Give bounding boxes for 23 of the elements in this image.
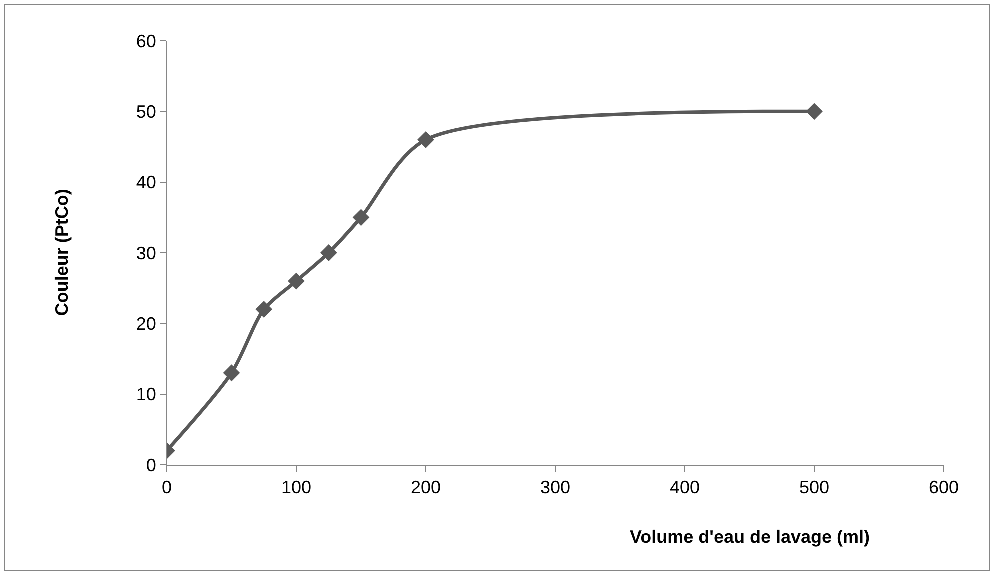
x-axis-title: Volume d'eau de lavage (ml) [630,527,870,547]
point [256,301,273,318]
y-tick-label: 10 [136,384,156,405]
y-tick-label: 20 [136,314,156,334]
x-tick-label: 600 [928,478,960,498]
x-tick-label: 500 [799,478,830,498]
point [223,364,240,382]
x-tick-label: 100 [281,478,312,498]
x-tick-label: 400 [670,478,700,498]
point [352,209,370,226]
y-axis-title: Couleur (PtCo) [52,189,72,316]
y-tick-label: 40 [136,172,156,193]
y-tick-label: 60 [136,31,156,52]
point [288,272,305,290]
x-tick-label: 0 [162,478,172,498]
y-tick-label: 50 [136,102,156,122]
point [806,103,823,120]
point [320,244,338,262]
point [418,131,434,148]
x-tick-label: 200 [410,478,442,498]
x-tick-label: 300 [540,478,571,498]
y-tick-label: 30 [136,243,156,264]
y-tick-label: 0 [146,455,156,476]
